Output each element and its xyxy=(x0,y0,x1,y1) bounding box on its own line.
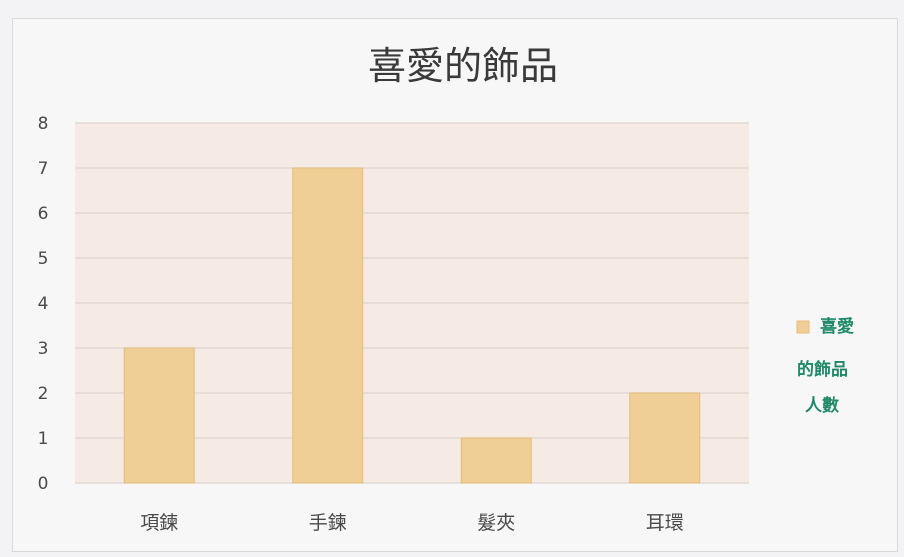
bar xyxy=(123,347,195,484)
x-category-label: 手鍊 xyxy=(309,512,347,534)
y-tick-label: 3 xyxy=(38,339,49,359)
bar xyxy=(460,437,532,484)
y-tick-label: 1 xyxy=(38,429,49,449)
bar xyxy=(292,167,364,484)
y-tick-label: 7 xyxy=(38,159,49,179)
bars xyxy=(123,167,701,484)
legend-swatch xyxy=(796,320,810,334)
legend-label-line: 人數 xyxy=(805,395,839,416)
x-category-label: 髮夾 xyxy=(477,512,515,534)
x-category-label: 耳環 xyxy=(646,512,684,534)
legend-label-line: 喜愛 xyxy=(820,316,854,337)
y-tick-label: 6 xyxy=(38,204,49,224)
y-tick-label: 4 xyxy=(38,294,49,314)
y-tick-label: 0 xyxy=(38,474,49,494)
y-axis-ticks: 0 1 2 3 4 5 6 7 8 xyxy=(38,114,49,494)
x-category-label: 項鍊 xyxy=(140,512,178,534)
legend-label-line: 的飾品 xyxy=(797,359,848,380)
y-tick-label: 5 xyxy=(38,249,49,269)
y-tick-label: 2 xyxy=(38,384,49,404)
x-axis-categories: 項鍊 手鍊 髮夾 耳環 xyxy=(140,512,684,534)
y-tick-label: 8 xyxy=(38,114,49,134)
bar xyxy=(629,392,701,484)
chart-title: 喜愛的飾品 xyxy=(368,44,558,88)
